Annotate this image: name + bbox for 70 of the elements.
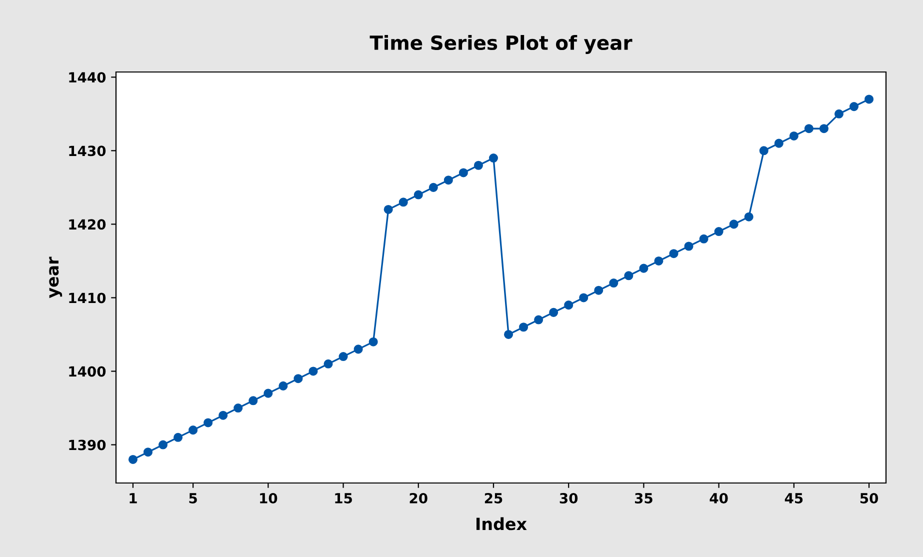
point [789,131,798,140]
point [368,337,378,346]
point [188,426,198,435]
point [143,448,153,457]
point [834,109,844,118]
x-tick-label: 20 [410,492,428,504]
point [338,352,348,362]
point [248,396,258,406]
chart-title: Time Series Plot of year [370,35,632,54]
point [308,366,318,376]
x-axis-title: Index [476,517,527,530]
point [654,256,664,266]
y-tick-label: 1440 [69,72,106,83]
x-tick-label: 5 [189,493,197,504]
point [849,102,859,112]
point [624,271,634,280]
point [294,374,303,384]
x-tick-label: 40 [710,492,728,504]
point [218,410,228,420]
point [414,190,423,200]
point [384,204,393,214]
point [354,344,363,354]
point [534,315,544,324]
point [549,308,558,317]
point [699,234,708,244]
x-tick-label: 45 [784,493,803,504]
x-tick-label: 35 [634,492,652,504]
x-tick-label: 10 [260,492,278,504]
point [204,418,213,428]
y-tick-label: 1400 [69,366,106,377]
point [504,330,514,339]
point [744,212,754,222]
point [174,432,183,442]
x-tick-label: 30 [560,492,578,504]
point [564,300,574,310]
point [398,198,408,207]
point [609,278,618,288]
x-tick-label: 15 [335,493,352,504]
point [774,138,784,148]
point [669,249,678,258]
y-tick-label: 1420 [69,219,106,230]
x-tick-label: 1 [130,493,137,504]
point [579,293,588,302]
x-tick-label: 50 [860,492,878,504]
y-tick-label: 1410 [69,292,106,304]
point [324,359,333,368]
point [819,124,828,134]
point [444,176,453,185]
point [684,242,694,251]
point [864,94,874,104]
point [639,264,648,273]
point [458,168,468,178]
point [158,440,168,450]
point [474,160,483,170]
y-tick-label: 1390 [69,440,106,450]
point [488,154,498,163]
point [428,182,438,192]
point [594,286,604,295]
point [759,146,768,156]
point [714,227,724,236]
point [519,322,528,332]
point [128,454,138,464]
y-axis-title: year [49,256,62,298]
x-tick-label: 25 [484,492,502,504]
point [234,403,243,413]
point [804,124,814,134]
point [278,381,288,390]
y-tick-label: 1430 [69,146,106,156]
point [729,220,738,229]
point [264,388,273,398]
